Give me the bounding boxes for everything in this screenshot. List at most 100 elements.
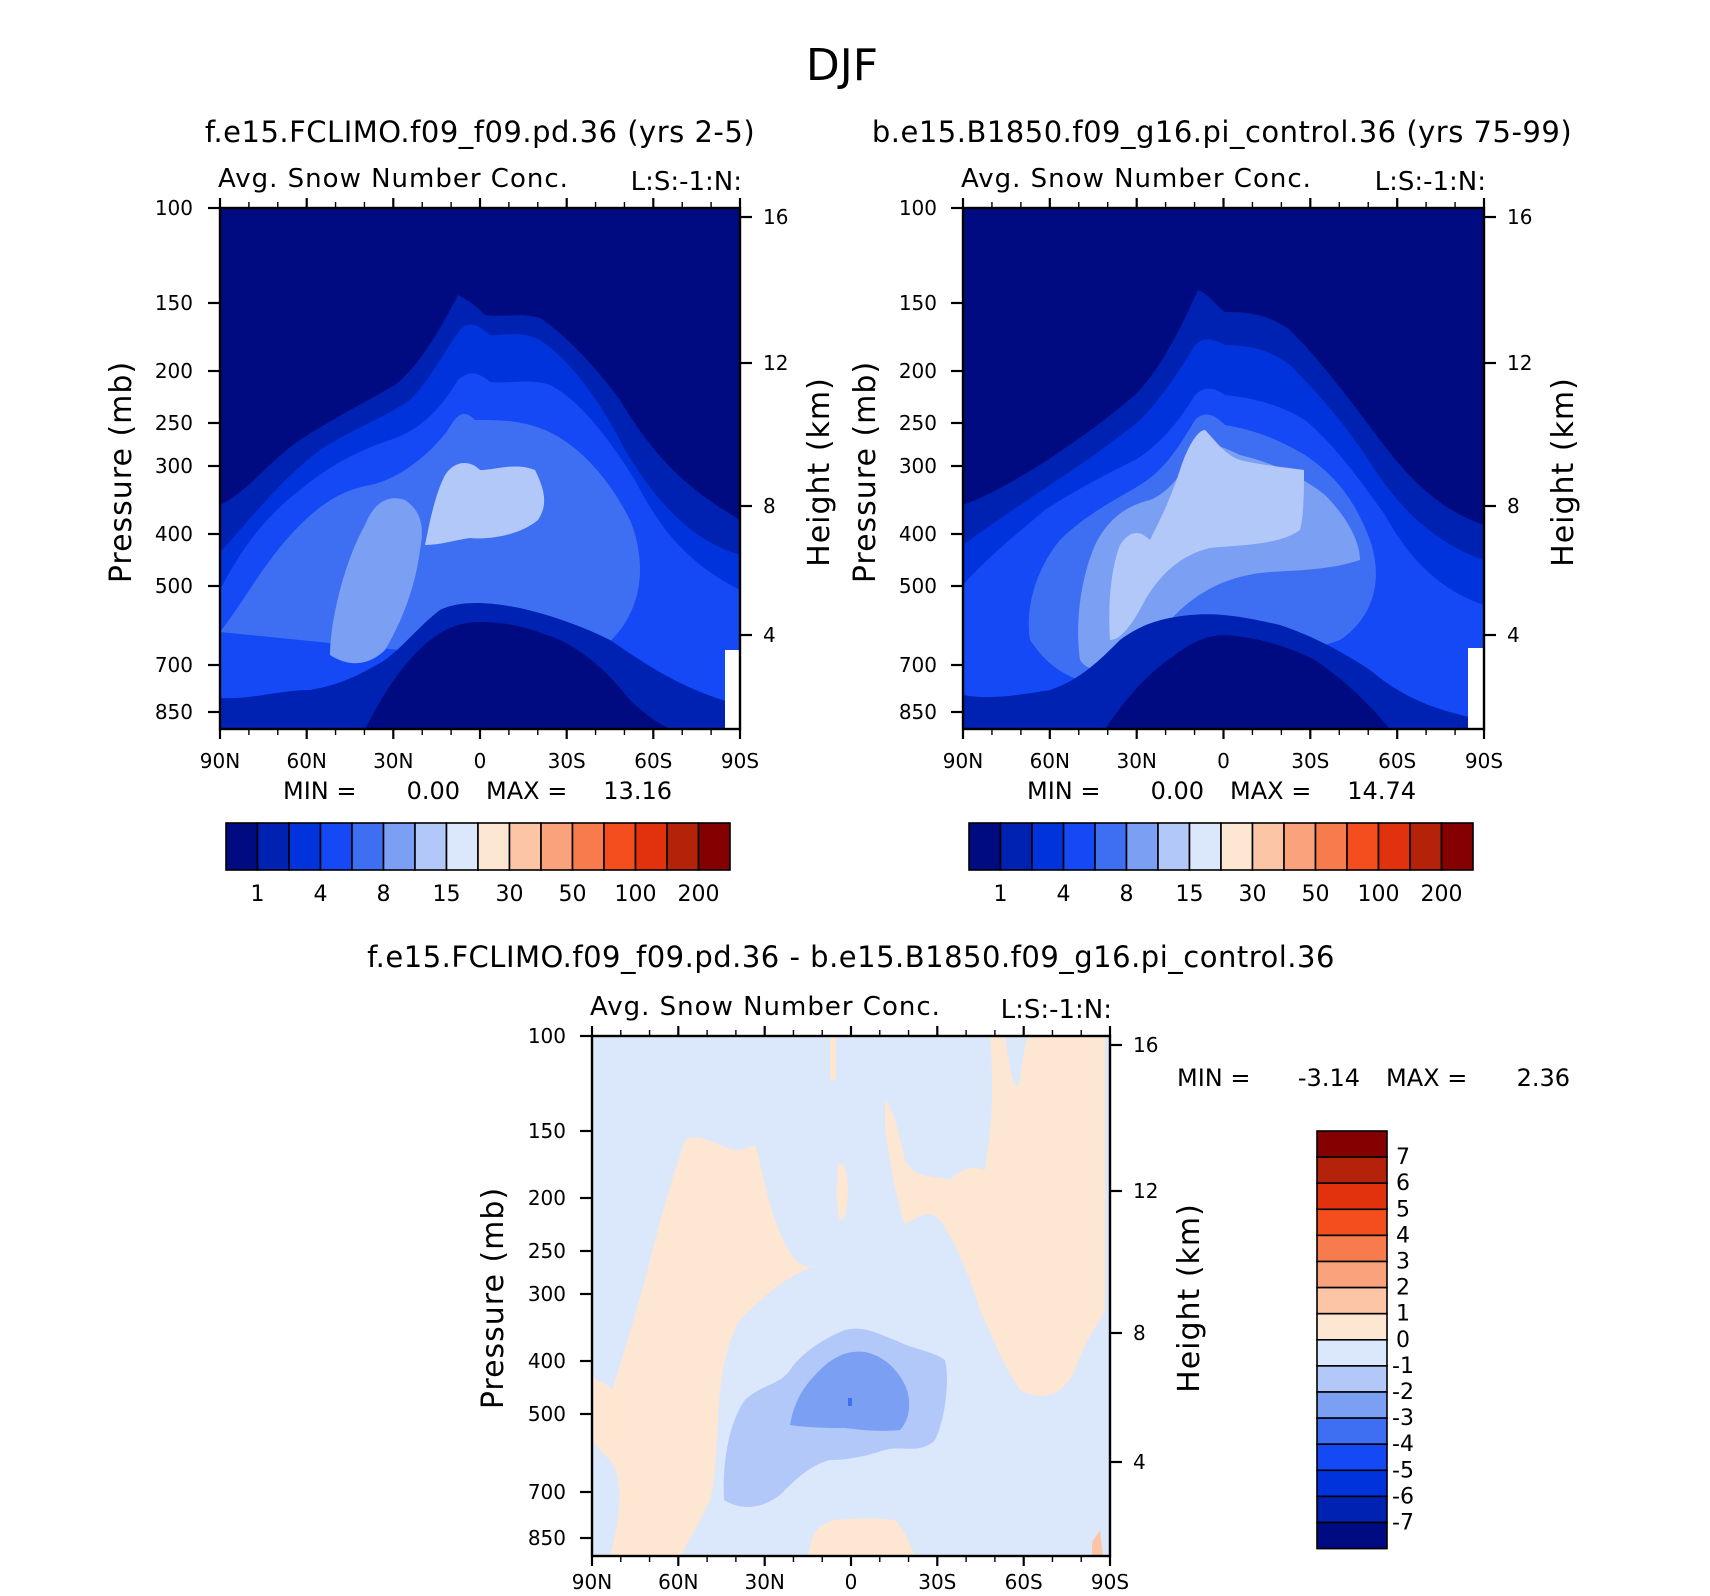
panel-2-y-tick-label: 400 [899, 522, 937, 546]
panel-1-max-label: MAX = [486, 777, 567, 805]
panel-1-y-tick-label: 500 [155, 574, 193, 598]
panel-2-colorbar-label: 200 [1421, 882, 1463, 907]
panel-2-colorbar-box [1094, 822, 1128, 871]
panel-1-colorbar-box [571, 822, 605, 871]
panel-1-colorbar-label: 15 [433, 882, 461, 907]
panel-1-y-tick-label: 400 [155, 522, 193, 546]
panel-2-units-title: L:S:-1:N: [1375, 167, 1486, 197]
panel-2-right-tick-label: 8 [1507, 494, 1520, 518]
panel-2-right-tick-labels: 16 12 8 4 [1507, 205, 1532, 647]
panel-3-right-tick-label: 16 [1133, 1033, 1158, 1057]
panel-1-colorbar-box [508, 822, 542, 871]
panel-3-max-value: 2.36 [1517, 1064, 1570, 1092]
panel-1-fill-level-5 [330, 498, 422, 664]
panel-3-colorbar-box [1316, 1312, 1388, 1341]
panel-2-colorbar-box [1157, 822, 1191, 871]
panel-3-colorbar-label: 7 [1396, 1145, 1410, 1170]
panel-1-colorbar-label: 1 [251, 882, 265, 907]
panel-1-x-tick-label: 60N [286, 749, 326, 773]
panel-1-colorbar-label: 30 [496, 882, 524, 907]
panel-3-fill-level-8 [848, 1398, 852, 1406]
panel-3-y-tick-label: 850 [528, 1526, 566, 1550]
panel-2-colorbar-box [1062, 822, 1096, 871]
panel-2-y-axis-label: Pressure (mb) [848, 361, 883, 583]
panel-3-right-ticks [1110, 1043, 1122, 1464]
panel-3-colorbar-box [1316, 1208, 1388, 1237]
panel-1-fill-level-8 [365, 622, 670, 729]
panel-1-minor-ticks [248, 202, 712, 735]
panel-3-fill-level-3 [808, 1518, 915, 1556]
panel-3-y-tick-label: 200 [528, 1186, 566, 1210]
panel-2-y-tick-label: 850 [899, 700, 937, 724]
panel-3-right-tick-label: 4 [1133, 1450, 1146, 1474]
panel-3-case-title: f.e15.FCLIMO.f09_f09.pd.36 - b.e15.B1850… [367, 940, 1335, 974]
panel-3-colorbar: 7 6 5 4 3 2 1 0 -1 -2 -3 -4 -5 -6 -7 [1316, 1130, 1414, 1550]
panel-2-colorbar-box [1220, 822, 1254, 871]
panel-1-colorbar-box [666, 822, 700, 871]
panel-1-right-tick-labels: 16 12 8 4 [763, 205, 788, 647]
panel-1-x-ticks [218, 198, 742, 739]
panel-3-colorbar-label: 5 [1396, 1197, 1410, 1222]
panel-1-case-title: f.e15.FCLIMO.f09_f09.pd.36 (yrs 2-5) [205, 115, 755, 149]
panel-3-fill-level-2 [885, 1036, 1105, 1396]
panel-1-colorbar-label: 200 [678, 882, 720, 907]
panel-2-x-tick-label: 60N [1030, 749, 1070, 773]
panel-1-colorbar-box [697, 822, 731, 871]
panel-1-y-tick-label: 150 [155, 291, 193, 315]
panel-3-fill-level-1 [592, 1137, 815, 1556]
panel-2-minor-ticks [991, 202, 1456, 735]
panel-1-y-tick-labels: 100 150 200 250 300 400 500 700 850 [155, 196, 193, 724]
panel-2-min-label: MIN = [1027, 777, 1100, 805]
panel-3-colorbar-label: 4 [1396, 1223, 1410, 1248]
panel-2-x-ticks [961, 198, 1486, 739]
panel-1-x-tick-label: 30N [373, 749, 413, 773]
panel-2-colorbar-box [1188, 822, 1222, 871]
panel-1-colorbar-box [319, 822, 353, 871]
panel-2-y-tick-label: 500 [899, 574, 937, 598]
panel-2-colorbar-box [1314, 822, 1348, 871]
panel-3-fill-level-7 [790, 1351, 910, 1431]
panel-3-colorbar-label: 2 [1396, 1276, 1410, 1301]
panel-1-colorbar-label: 4 [314, 882, 328, 907]
panel-1-right-tick-label: 4 [763, 623, 776, 647]
panel-1-variable-title: Avg. Snow Number Conc. [218, 164, 569, 194]
panel-1-max-value: 13.16 [603, 777, 672, 805]
panel-2-right-axis-label: Height (km) [1546, 377, 1581, 567]
panel-3-right-tick-label: 8 [1133, 1321, 1146, 1345]
panel-2-case-title: b.e15.B1850.f09_g16.pi_control.36 (yrs 7… [872, 115, 1572, 149]
panel-2-y-ticks [951, 206, 963, 714]
panel-3-fill-level-5 [836, 1163, 848, 1220]
panel-3-x-tick-label: 0 [845, 1570, 858, 1594]
panel-3-y-axis-label: Pressure (mb) [476, 1187, 511, 1409]
figure-title: DJF [806, 40, 878, 91]
panel-3-y-tick-labels: 100 150 200 250 300 400 500 700 850 [528, 1024, 566, 1550]
panel-2-right-tick-label: 16 [1507, 205, 1532, 229]
panel-3-colorbar-box [1316, 1417, 1388, 1445]
panel-1-y-ticks [208, 206, 220, 714]
panel-1-y-tick-label: 200 [155, 359, 193, 383]
panel-1-colorbar-box [603, 822, 637, 871]
panel-3-colorbar-label: -2 [1392, 1380, 1414, 1405]
panel-3-contours [592, 1036, 1110, 1556]
panel-1-colorbar-label: 8 [377, 882, 391, 907]
panel-3-colorbar-box [1316, 1156, 1388, 1184]
panel-3-x-tick-label: 30N [744, 1570, 784, 1594]
panel-3-units-title: L:S:-1:N: [1001, 995, 1112, 1025]
panel-3-colorbar-label: -6 [1392, 1484, 1414, 1509]
panel-2-right-tick-label: 12 [1507, 351, 1532, 375]
panel-3-colorbar-box [1316, 1286, 1388, 1315]
panel-1-x-tick-label: 90N [200, 749, 240, 773]
panel-2-x-tick-label: 90N [943, 749, 983, 773]
panel-2-colorbar-label: 15 [1176, 882, 1204, 907]
panel-1-y-tick-label: 250 [155, 411, 193, 435]
panel-3-colorbar-box [1316, 1391, 1388, 1419]
panel-2-right-ticks [1484, 215, 1496, 637]
panel-2-colorbar-label: 100 [1358, 882, 1400, 907]
panel-2-y-tick-label: 700 [899, 653, 937, 677]
panel-1-colorbar-box [382, 822, 416, 871]
panel-1-x-tick-label: 60S [634, 749, 672, 773]
panel-2-colorbar-label: 1 [994, 882, 1008, 907]
panel-2-colorbar-label: 8 [1120, 882, 1134, 907]
panel-3-colorbar-box [1316, 1443, 1388, 1472]
panel-1: f.e15.FCLIMO.f09_f09.pd.36 (yrs 2-5) Avg… [104, 115, 837, 907]
